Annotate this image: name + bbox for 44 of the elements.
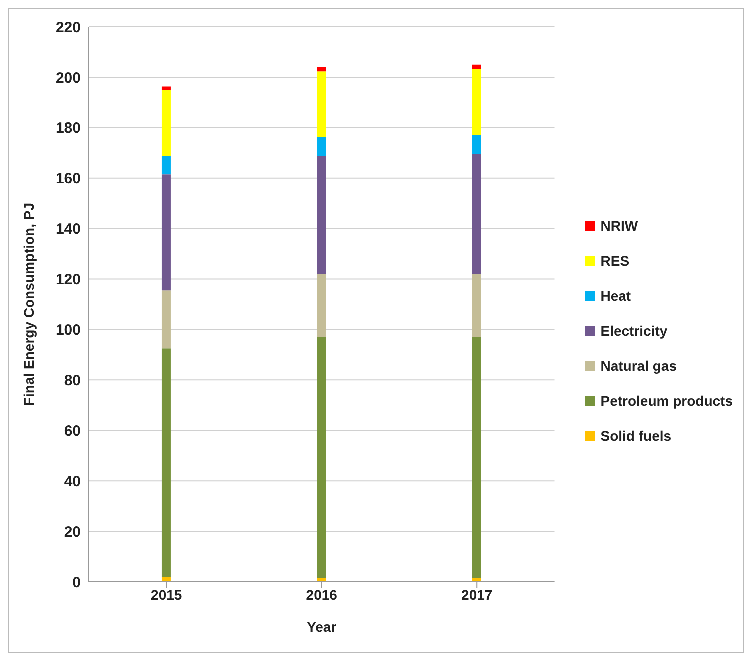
- bar: [317, 156, 326, 274]
- bar: [317, 67, 326, 72]
- y-tick-label: 40: [64, 473, 81, 490]
- y-tick-label: 20: [64, 524, 81, 541]
- bar: [162, 348, 171, 578]
- bar: [472, 578, 482, 582]
- bar: [317, 578, 326, 582]
- bar: [472, 69, 482, 136]
- bar: [162, 86, 171, 90]
- y-tick-label: 220: [56, 19, 81, 36]
- bar: [317, 337, 326, 578]
- legend-label: NRIW: [600, 218, 638, 234]
- y-tick-label: 120: [56, 272, 81, 289]
- legend-label: RES: [600, 252, 630, 268]
- legend-label: Heat: [600, 288, 632, 304]
- y-tick-label: 160: [56, 170, 81, 188]
- x-tick-label: 2016: [306, 586, 338, 603]
- x-tick-label: 2017: [462, 586, 493, 603]
- y-axis-title: Final Energy Consumption, PJ: [20, 202, 37, 406]
- bar: [472, 64, 482, 70]
- y-tick-label: 100: [56, 322, 81, 340]
- bar: [472, 337, 482, 578]
- bar: [472, 154, 482, 274]
- legend-label: Petroleum products: [600, 392, 733, 408]
- bar: [317, 137, 326, 156]
- x-axis-title: Year: [307, 619, 338, 635]
- bar: [162, 156, 171, 175]
- bar: [162, 290, 171, 349]
- bar: [162, 174, 171, 291]
- legend-label: Electricity: [600, 322, 668, 338]
- y-tick-label: 180: [56, 120, 81, 138]
- bar: [472, 135, 482, 154]
- legend-label: Natural gas: [600, 358, 677, 374]
- bar: [162, 90, 171, 156]
- y-tick-label: 200: [56, 70, 81, 87]
- bar: [317, 274, 326, 338]
- y-tick-label: 0: [72, 574, 81, 592]
- x-tick-label: 2015: [151, 586, 182, 603]
- bar: [472, 274, 482, 338]
- legend-label: Solid fuels: [600, 428, 672, 444]
- bar: [317, 72, 326, 138]
- y-tick-label: 140: [56, 221, 81, 238]
- y-tick-label: 60: [64, 422, 81, 440]
- y-tick-label: 80: [64, 372, 81, 390]
